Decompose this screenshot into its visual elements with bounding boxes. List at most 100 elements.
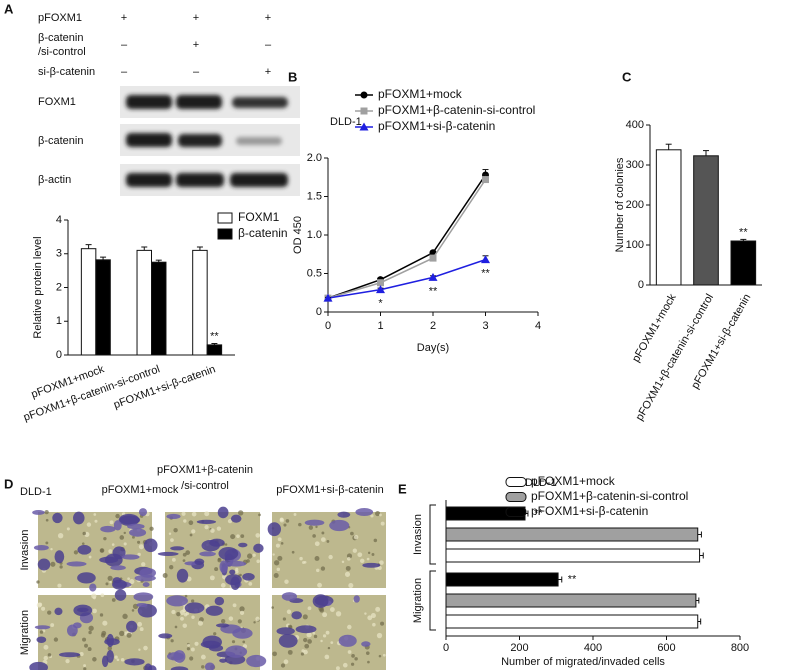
bar [136,249,153,356]
pore [344,571,351,577]
legend-label: β-catenin [238,226,288,240]
cell [73,604,93,617]
legend-label: pFOXM1+mock [378,87,463,101]
panel-letter: E [398,481,407,496]
cell [100,525,116,533]
pore [379,513,382,517]
x-axis-label: Number of migrated/invaded cells [501,656,665,668]
pore [258,513,261,517]
pore [81,542,85,545]
pore [327,646,331,650]
micrograph-bg [272,512,386,588]
pore [108,549,113,554]
legend-label: pFOXM1+si-β-catenin [531,504,648,518]
x-tick-label: 3 [482,320,488,332]
cell [218,547,239,561]
pore [185,550,191,555]
pore [301,649,305,653]
pore [293,513,297,516]
pore [375,606,381,612]
pore [320,566,326,571]
pore [320,639,323,643]
x-tick-label: 1 [377,320,383,332]
cell [89,583,97,592]
pore [360,558,365,564]
pore [111,598,116,602]
cell [362,562,381,568]
pore [237,619,242,624]
cell [166,513,181,520]
pore [280,663,286,668]
pore [102,620,108,626]
bar [730,240,757,286]
condition-mark: – [193,66,200,78]
chart-title: DLD-1 [525,477,557,489]
pore [184,594,188,598]
pore [171,557,176,562]
pore [139,627,144,632]
pore [169,565,174,570]
pore [92,657,97,662]
cell-line-label: DLD-1 [20,486,52,498]
micrograph [267,508,386,589]
annotation: ** [739,226,748,238]
pore [246,553,253,559]
pore [316,568,320,573]
annotation: ** [534,507,543,519]
pore [350,662,355,666]
pore [357,552,363,558]
pore [168,532,172,536]
pore [366,557,370,561]
pore [66,527,70,531]
pore [214,567,219,572]
cell [173,650,186,663]
pore [370,514,374,518]
pore [189,533,193,537]
pore [122,613,128,620]
pore [210,528,215,533]
micrograph [158,594,267,670]
pore [183,519,187,523]
pore [107,646,113,651]
point [481,255,490,264]
pore [50,623,55,627]
pore [59,565,63,569]
pore [94,519,98,523]
pore [114,655,118,659]
pore [303,637,308,643]
condition-mark: + [193,12,199,24]
pore [100,593,105,598]
pore [88,630,92,635]
y-tick-label: 4 [56,214,62,226]
pore [36,602,42,608]
bar [151,261,167,356]
pore [370,613,376,619]
cell [361,641,371,647]
cell [230,514,242,523]
pore [170,538,174,542]
cell [194,558,205,565]
cell [312,594,329,608]
point [360,107,368,115]
pore [87,647,92,652]
pore [379,560,384,565]
pore [364,612,367,615]
pore [283,523,287,527]
pore [84,643,88,648]
annotation: * [378,298,383,310]
pore [137,621,143,627]
bar [95,259,111,356]
pore [325,630,330,635]
pore [232,603,237,608]
pore [277,537,282,542]
cell [124,658,145,666]
pore [43,655,48,661]
pore [228,616,234,621]
cell [219,658,227,663]
legend-label: pFOXM1+si-β-catenin [378,119,495,133]
condition-mark: – [265,39,272,51]
condition-mark: – [121,39,128,51]
cell [127,523,145,530]
pore [322,612,328,618]
